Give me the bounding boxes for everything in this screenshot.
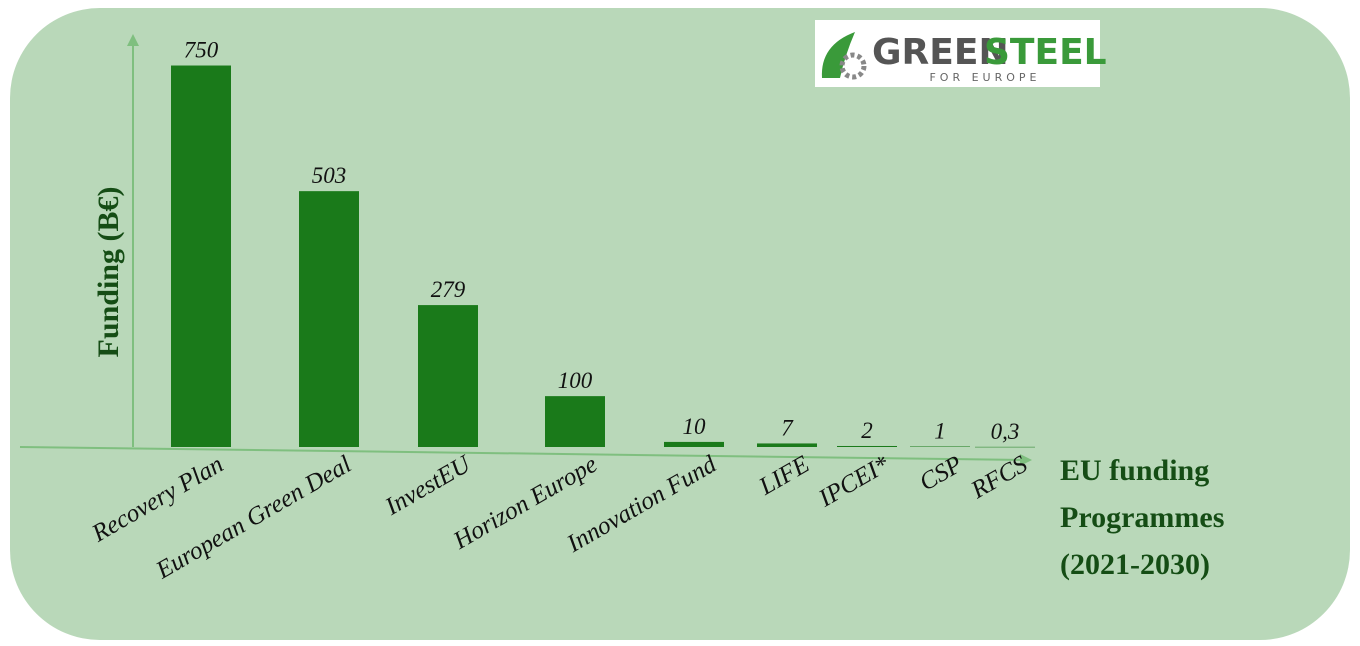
bar	[837, 445, 897, 447]
background	[10, 8, 1350, 640]
value-label: 279	[431, 277, 466, 302]
bar	[545, 396, 605, 447]
value-label: 7	[781, 415, 794, 440]
logo-word: STEEL	[984, 32, 1107, 73]
y-axis-label: Funding (B€)	[92, 187, 125, 358]
bar	[418, 305, 478, 447]
bar	[975, 446, 1035, 448]
y-arrow	[127, 34, 139, 46]
value-label: 10	[683, 414, 707, 439]
bar	[299, 191, 359, 447]
bar	[171, 65, 231, 447]
bar	[757, 443, 817, 447]
logo-sub: FOR EUROPE	[929, 71, 1040, 84]
value-label: 2	[861, 418, 873, 443]
logo-leaf	[821, 32, 855, 78]
x-axis	[19, 446, 1027, 461]
bar	[664, 441, 724, 447]
x-arrow	[1020, 454, 1032, 466]
value-label: 100	[558, 368, 593, 393]
x-axis-label: (2021-2030)	[1060, 548, 1210, 581]
value-label: 0,3	[991, 419, 1020, 444]
value-label: 1	[934, 418, 946, 443]
logo-word: GREEN	[872, 32, 1009, 73]
logo-box	[815, 20, 1100, 87]
x-axis-label: EU funding	[1060, 454, 1209, 487]
bar	[910, 446, 970, 447]
value-label: 750	[184, 38, 219, 63]
x-axis-label: Programmes	[1060, 501, 1224, 534]
logo-gear	[839, 52, 867, 80]
value-label: 503	[312, 163, 347, 188]
logo: GREEN STEEL FOR EUROPE	[815, 20, 1107, 87]
